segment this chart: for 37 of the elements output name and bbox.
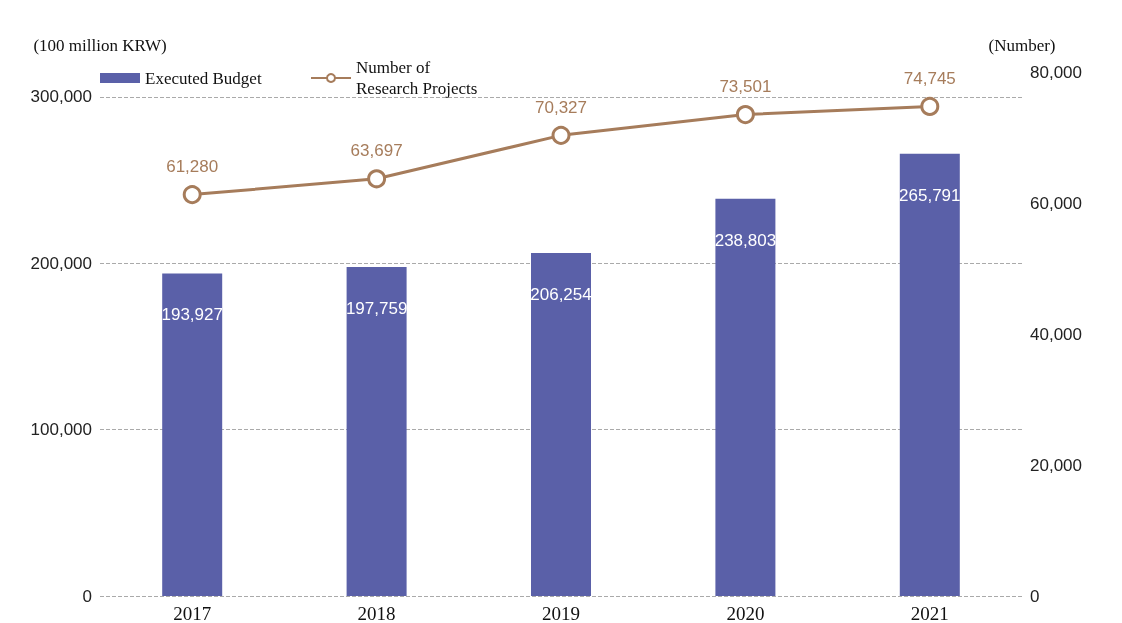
x-tick-label: 2021 [910, 603, 949, 623]
legend-label: Number of Research Projects [356, 58, 478, 98]
y2-tick-label: 80,000 [1030, 62, 1082, 82]
bar [162, 273, 223, 596]
bar [715, 198, 776, 596]
x-tick-label: 2019 [542, 603, 580, 623]
bar [346, 267, 407, 596]
y-tick-label: 300,000 [30, 87, 92, 107]
data-label: 74,745 [903, 68, 956, 88]
y2-tick-label: 60,000 [1030, 193, 1082, 213]
data-label: 63,697 [350, 141, 403, 161]
legend-label: Executed Budget [145, 68, 262, 88]
y2-tick-label: 40,000 [1030, 324, 1082, 344]
y2-tick-label: 0 [1030, 586, 1040, 606]
point [551, 125, 571, 145]
bar [531, 252, 591, 596]
y-axis-title: (100 million KRW) [33, 36, 167, 55]
data-label: 193,927 [161, 305, 223, 325]
bar [899, 153, 960, 596]
data-label: 265,791 [899, 185, 961, 205]
data-label: 206,254 [530, 284, 592, 304]
point [735, 105, 755, 125]
point [367, 169, 387, 189]
point [182, 185, 202, 205]
data-label: 73,501 [719, 77, 772, 97]
x-tick-label: 2020 [726, 603, 765, 623]
data-label: 70,327 [535, 97, 587, 117]
y-tick-label: 100,000 [30, 420, 92, 440]
x-tick-label: 2017 [173, 603, 212, 623]
y-tick-label: 200,000 [30, 253, 92, 273]
y-tick-label: 0 [82, 586, 92, 606]
point [920, 96, 940, 116]
data-label: 197,759 [345, 299, 408, 319]
data-label: 61,280 [166, 157, 219, 177]
y2-tick-label: 20,000 [1030, 455, 1082, 475]
x-tick-label: 2018 [357, 603, 396, 623]
y2-axis-title: (Number) [988, 36, 1056, 55]
